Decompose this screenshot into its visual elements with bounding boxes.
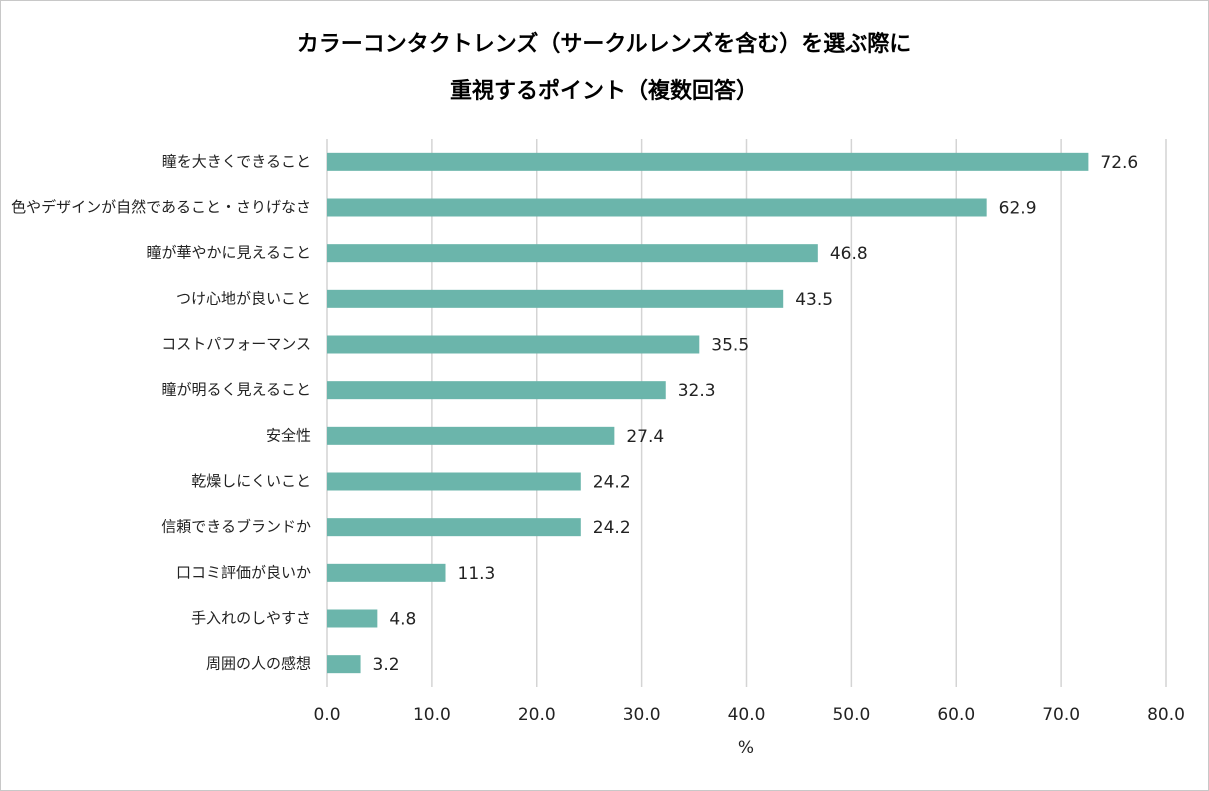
x-tick-label: 20.0	[518, 705, 556, 725]
y-tick-label: 瞳が華やかに見えること	[146, 244, 311, 262]
chart-title: カラーコンタクトレンズ（サークルレンズを含む）を選ぶ際に	[297, 31, 911, 57]
data-label: 35.5	[711, 336, 749, 356]
y-tick-label: 口コミ評価が良いか	[176, 563, 311, 581]
data-label: 3.2	[373, 655, 400, 675]
data-label: 32.3	[678, 381, 716, 401]
bar	[327, 563, 446, 582]
y-tick-label: 瞳を大きくできること	[162, 152, 311, 170]
data-label: 24.2	[593, 518, 631, 538]
y-tick-label: 周囲の人の感想	[206, 655, 311, 673]
data-label: 43.5	[795, 290, 833, 310]
x-tick-label: 70.0	[1042, 705, 1080, 725]
chart-title: 重視するポイント（複数回答）	[450, 78, 758, 104]
x-tick-label: 60.0	[937, 705, 975, 725]
x-tick-label: 10.0	[413, 705, 451, 725]
y-tick-label: つけ心地が良いこと	[176, 289, 311, 307]
bar	[327, 244, 818, 263]
data-label: 72.6	[1100, 153, 1138, 173]
y-tick-label: 瞳が明るく見えること	[161, 381, 311, 399]
bar	[327, 289, 784, 308]
data-label: 4.8	[389, 610, 416, 630]
y-tick-label: コストパフォーマンス	[161, 335, 311, 353]
x-tick-label: 30.0	[623, 705, 661, 725]
data-label: 27.4	[626, 427, 664, 447]
x-tick-label: 80.0	[1147, 705, 1185, 725]
x-axis-label: %	[738, 738, 754, 758]
x-tick-label: 0.0	[313, 705, 340, 725]
data-label: 62.9	[999, 199, 1037, 219]
y-tick-label: 手入れのしやすさ	[191, 609, 311, 627]
y-tick-label: 安全性	[266, 426, 311, 444]
bar	[327, 152, 1089, 171]
data-label: 24.2	[593, 473, 631, 493]
data-label: 11.3	[458, 564, 496, 584]
data-label: 46.8	[830, 244, 868, 264]
bar	[327, 426, 615, 445]
bar	[327, 518, 581, 537]
bar	[327, 335, 700, 354]
y-tick-label: 乾燥しにくいこと	[191, 472, 311, 490]
bar	[327, 655, 361, 674]
x-tick-label: 50.0	[832, 705, 870, 725]
bar	[327, 472, 581, 491]
y-tick-label: 色やデザインが自然であること・さりげなさ	[11, 198, 311, 216]
y-tick-label: 信頼できるブランドか	[161, 518, 311, 536]
bar	[327, 198, 987, 217]
bar	[327, 609, 378, 628]
bar	[327, 381, 666, 400]
x-tick-label: 40.0	[728, 705, 766, 725]
